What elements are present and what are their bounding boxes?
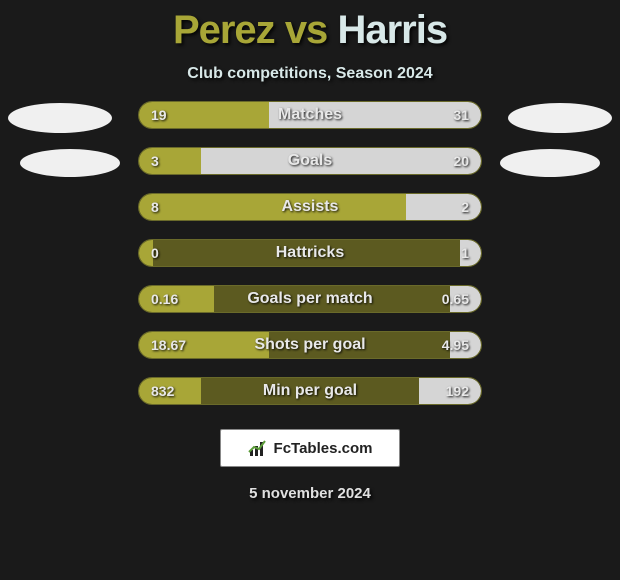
stat-value-right: 0.65	[442, 286, 469, 312]
chart-icon	[248, 438, 270, 458]
stat-value-left: 3	[151, 148, 159, 174]
stat-label: Goals per match	[139, 286, 481, 312]
stat-value-left: 8	[151, 194, 159, 220]
player1-name: Perez	[173, 8, 275, 52]
stats-panel: Matches19 31 Goals3 20 Assists8 2 Hattricks0 1 G…	[0, 101, 620, 423]
date-text: 5 november 2024	[249, 485, 371, 502]
stat-value-left: 0	[151, 240, 159, 266]
subtitle: Club competitions, Season 2024	[187, 65, 432, 83]
stat-value-left: 18.67	[151, 332, 186, 358]
stat-value-left: 19	[151, 102, 167, 128]
stat-value-left: 832	[151, 378, 174, 404]
player1-badge-1	[8, 103, 112, 133]
stat-row: Matches19 31	[138, 101, 482, 129]
stat-value-right: 20	[453, 148, 469, 174]
stat-row: Shots per goal18.67 4.95	[138, 331, 482, 359]
stat-row: Goals per match0.16 0.65	[138, 285, 482, 313]
logo-text: FcTables.com	[274, 440, 373, 457]
stat-value-right: 2	[461, 194, 469, 220]
stat-label: Matches	[139, 102, 481, 128]
stat-row: Goals3 20	[138, 147, 482, 175]
stat-value-right: 192	[446, 378, 469, 404]
logo-box[interactable]: FcTables.com	[220, 429, 400, 467]
stat-label: Min per goal	[139, 378, 481, 404]
player2-name: Harris	[337, 8, 447, 52]
stat-label: Hattricks	[139, 240, 481, 266]
stat-value-right: 4.95	[442, 332, 469, 358]
stat-label: Assists	[139, 194, 481, 220]
stat-label: Shots per goal	[139, 332, 481, 358]
stat-row: Min per goal832 192	[138, 377, 482, 405]
player2-badge-1	[508, 103, 612, 133]
stat-bars: Matches19 31 Goals3 20 Assists8 2 Hattricks0 1 G…	[138, 101, 482, 405]
stat-value-left: 0.16	[151, 286, 178, 312]
player2-badge-2	[500, 149, 600, 177]
stat-value-right: 1	[461, 240, 469, 266]
player1-badge-2	[20, 149, 120, 177]
comparison-title: Perez vs Harris	[173, 8, 447, 53]
stat-label: Goals	[139, 148, 481, 174]
stat-row: Assists8 2	[138, 193, 482, 221]
stat-value-right: 31	[453, 102, 469, 128]
vs-text: vs	[285, 8, 328, 52]
stat-row: Hattricks0 1	[138, 239, 482, 267]
